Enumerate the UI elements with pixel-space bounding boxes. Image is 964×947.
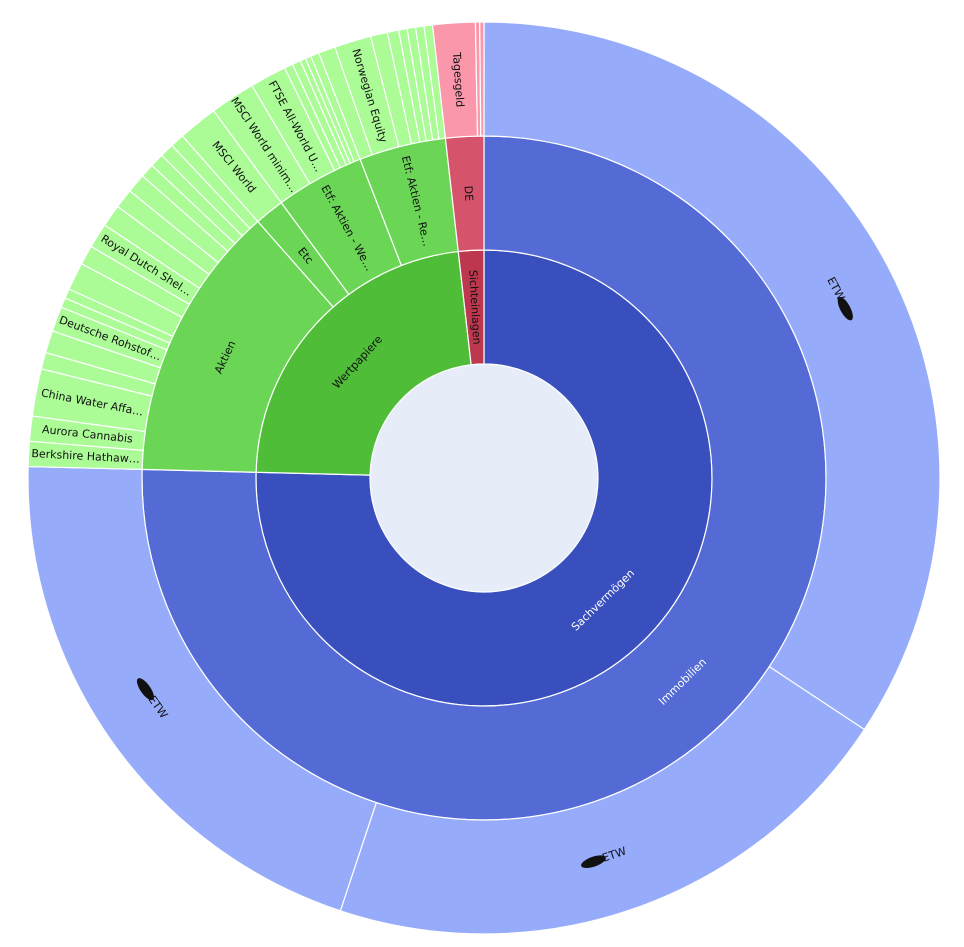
segment-label-sichteinlagen: Sichteinlagen [466, 270, 483, 345]
redacted-mark [581, 855, 606, 869]
sunburst-center [370, 364, 598, 592]
redacted-mark [837, 296, 853, 321]
segment-etw1[interactable] [483, 21, 941, 731]
redacted-mark [136, 678, 154, 701]
segment-label-de: DE [461, 185, 475, 201]
segment-tg3[interactable] [479, 21, 485, 137]
segment-label-berkshire-hathaw: Berkshire Hathaw… [31, 447, 140, 466]
segment-label-tagesgeld: Tagesgeld [450, 51, 467, 108]
